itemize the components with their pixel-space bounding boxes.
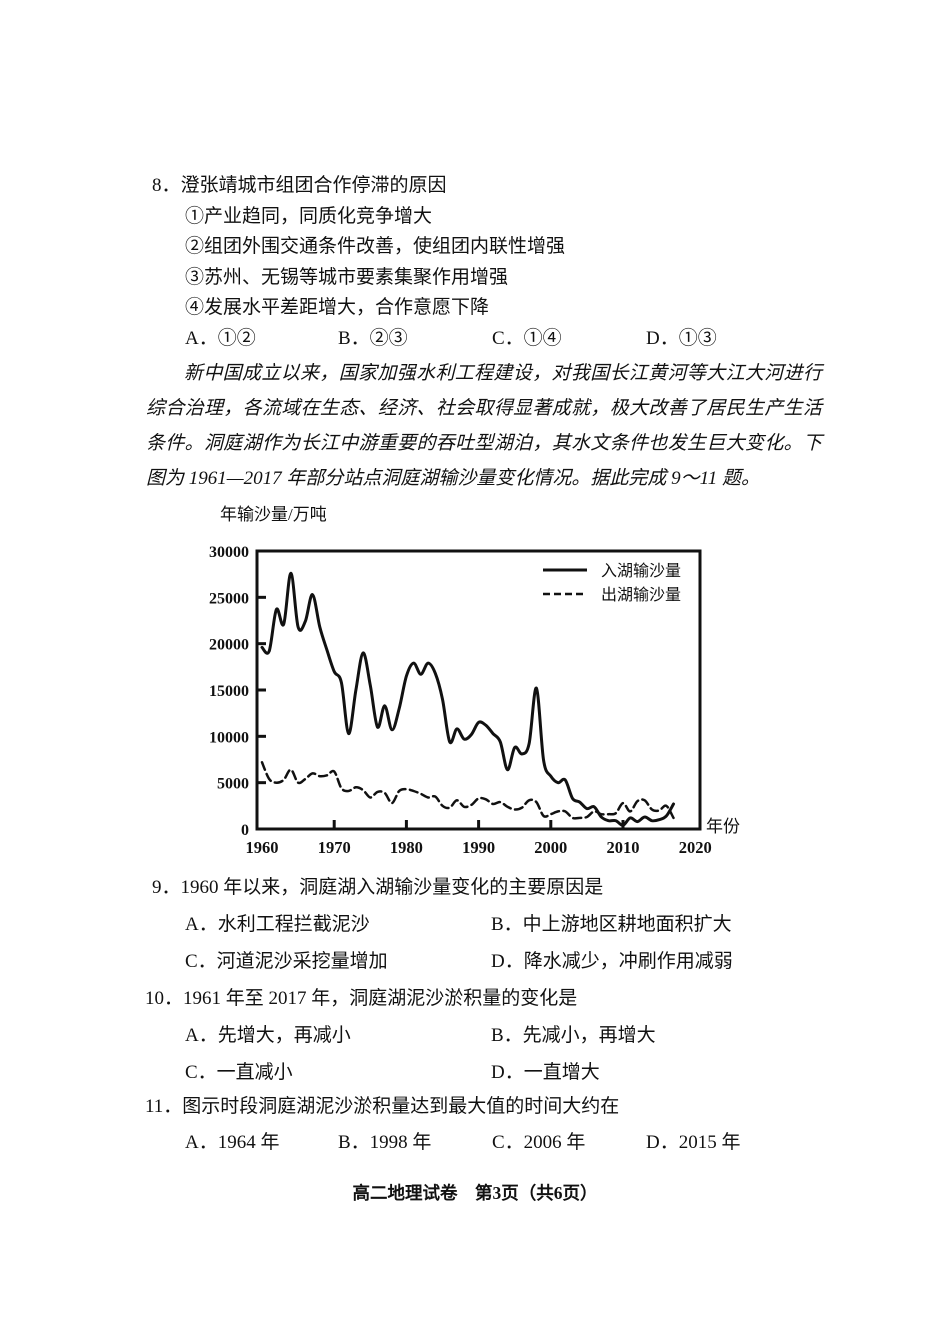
question-8-statement-4: ④发展水平差距增大，合作意愿下降 <box>185 297 490 318</box>
question-10-choice-d: D．一直增大 <box>491 1062 600 1083</box>
question-8-number: 8． <box>152 175 181 196</box>
sediment-chart-canvas: 0 5000 10000 15000 20000 25000 30000 1960 1970 19… <box>209 505 740 857</box>
question-9-choice-c: C．河道泥沙采挖量增加 <box>185 951 388 972</box>
plot-frame <box>255 549 702 831</box>
question-10-stem-line: 10．1961 年至 2017 年，洞庭湖泥沙淤积量的变化是 <box>145 980 845 1017</box>
question-8-choice-b: B．②③ <box>338 327 408 349</box>
legend-label: 入湖输沙量 <box>601 562 681 580</box>
x-tick-label: 1960 <box>246 838 279 857</box>
y-axis-title: 年输沙量/万吨 <box>220 505 327 524</box>
question-11-choice-c: C．2006 年 <box>492 1132 586 1153</box>
question-11-number: 11． <box>145 1096 183 1117</box>
question-9-choice-d: D．降水减少，冲刷作用减弱 <box>491 951 733 972</box>
x-axis-title: 年份 <box>706 817 740 836</box>
outflow-series-line <box>260 761 675 820</box>
question-8-choice-a: A．①② <box>185 327 256 349</box>
question-11-choice-d: D．2015 年 <box>646 1132 741 1153</box>
question-10-choices-row-2: C．一直减小 D．一直增大 <box>145 1054 845 1091</box>
x-tick-label: 2020 <box>679 838 712 857</box>
x-tick-label: 1970 <box>318 838 351 857</box>
question-9: 9．1960 年以来，洞庭湖入湖输沙量变化的主要原因是 A．水利工程拦截泥沙 B… <box>145 869 845 980</box>
y-tick-label: 10000 <box>209 729 249 746</box>
y-tick-label: 0 <box>241 822 249 839</box>
question-10-choice-a: A．先增大，再减小 <box>185 1025 351 1046</box>
question-8-choice-c: C．①④ <box>492 327 562 349</box>
question-8-stem: 澄张靖城市组团合作停滞的原因 <box>180 175 447 196</box>
legend-label: 出湖输沙量 <box>601 586 681 604</box>
question-8-stem-line: 8．澄张靖城市组团合作停滞的原因 <box>145 171 845 202</box>
question-11-stem-line: 11．图示时段洞庭湖泥沙淤积量达到最大值的时间大约在 <box>145 1089 845 1125</box>
y-tick-label: 25000 <box>209 590 249 607</box>
question-11-choice-b: B．1998 年 <box>338 1132 432 1153</box>
question-8-statement-2: ②组团外围交通条件改善，使组团内联性增强 <box>185 236 566 257</box>
question-9-stem: 1960 年以来，洞庭湖入湖输沙量变化的主要原因是 <box>180 877 604 898</box>
question-10-number: 10． <box>145 988 184 1009</box>
x-tick-label: 1980 <box>390 838 423 857</box>
question-9-choices-row-1: A．水利工程拦截泥沙 B．中上游地区耕地面积扩大 <box>145 906 845 943</box>
x-tick-label: 2000 <box>534 838 567 857</box>
question-9-choice-a: A．水利工程拦截泥沙 <box>185 914 370 935</box>
y-tick-label: 5000 <box>217 776 249 793</box>
question-9-number: 9． <box>152 877 181 898</box>
question-9-stem-line: 9．1960 年以来，洞庭湖入湖输沙量变化的主要原因是 <box>145 869 845 906</box>
inflow-series-line <box>260 571 675 827</box>
y-tick-label: 15000 <box>209 683 249 700</box>
sediment-chart: 0 5000 10000 15000 20000 25000 30000 1960 1970 19… <box>170 494 770 879</box>
question-8-choices-row: A．①② B．②③ C．①④ D．①③ <box>145 324 845 355</box>
y-tick-label: 30000 <box>209 544 249 561</box>
question-8-choice-d: D．①③ <box>646 327 717 349</box>
question-8: 8．澄张靖城市组团合作停滞的原因 ①产业趋同，同质化竞争增大 ②组团外围交通条件… <box>145 171 845 354</box>
question-11: 11．图示时段洞庭湖泥沙淤积量达到最大值的时间大约在 A．1964 年 B．19… <box>145 1089 845 1161</box>
question-10-choice-b: B．先减小，再增大 <box>491 1025 656 1046</box>
x-tick-label: 2010 <box>607 838 640 857</box>
question-10-stem: 1961 年至 2017 年，洞庭湖泥沙淤积量的变化是 <box>183 988 578 1009</box>
question-10-choices-row-1: A．先增大，再减小 B．先减小，再增大 <box>145 1017 845 1054</box>
passage: 新中国成立以来，国家加强水利工程建设，对我国长江黄河等大江大河进行综合治理，各流… <box>146 363 822 489</box>
x-tick-label: 1990 <box>462 838 495 857</box>
question-11-stem: 图示时段洞庭湖泥沙淤积量达到最大值的时间大约在 <box>182 1096 620 1117</box>
question-8-statement-3: ③苏州、无锡等城市要素集聚作用增强 <box>185 266 509 288</box>
question-9-choice-b: B．中上游地区耕地面积扩大 <box>491 914 732 935</box>
question-10-choice-c: C．一直减小 <box>185 1062 293 1083</box>
question-9-choices-row-2: C．河道泥沙采挖量增加 D．降水减少，冲刷作用减弱 <box>145 943 845 980</box>
y-tick-label: 20000 <box>209 637 249 654</box>
question-11-choice-a: A．1964 年 <box>185 1132 280 1153</box>
question-8-statement-1: ①产业趋同，同质化竞争增大 <box>185 205 433 227</box>
question-11-choices-row: A．1964 年 B．1998 年 C．2006 年 D．2015 年 <box>145 1125 845 1161</box>
question-10: 10．1961 年至 2017 年，洞庭湖泥沙淤积量的变化是 A．先增大，再减小… <box>145 980 845 1091</box>
page-footer: 高二地理试卷 第3页（共6页） <box>352 1183 598 1203</box>
